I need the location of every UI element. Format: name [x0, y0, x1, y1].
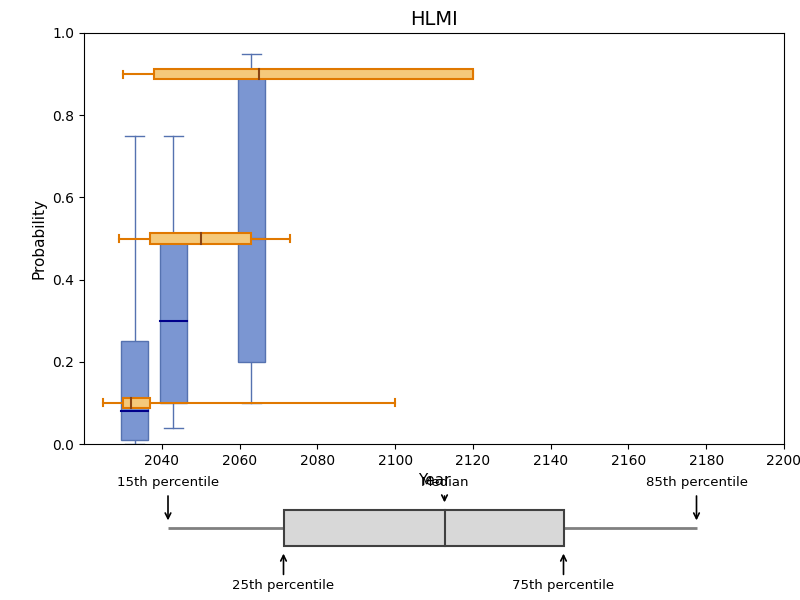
Text: 25th percentile: 25th percentile: [233, 578, 334, 592]
Text: 75th percentile: 75th percentile: [513, 578, 614, 592]
Bar: [123, 398, 150, 408]
Text: 15th percentile: 15th percentile: [117, 476, 219, 490]
Bar: [150, 233, 251, 244]
X-axis label: Year: Year: [418, 473, 450, 488]
Bar: [283, 510, 563, 546]
Bar: [160, 238, 187, 403]
Bar: [238, 74, 265, 362]
Bar: [121, 341, 148, 440]
Text: 85th percentile: 85th percentile: [646, 476, 747, 490]
Bar: [154, 69, 473, 79]
Text: Median: Median: [420, 476, 469, 490]
Title: HLMI: HLMI: [410, 10, 458, 29]
Y-axis label: Probability: Probability: [32, 198, 46, 279]
